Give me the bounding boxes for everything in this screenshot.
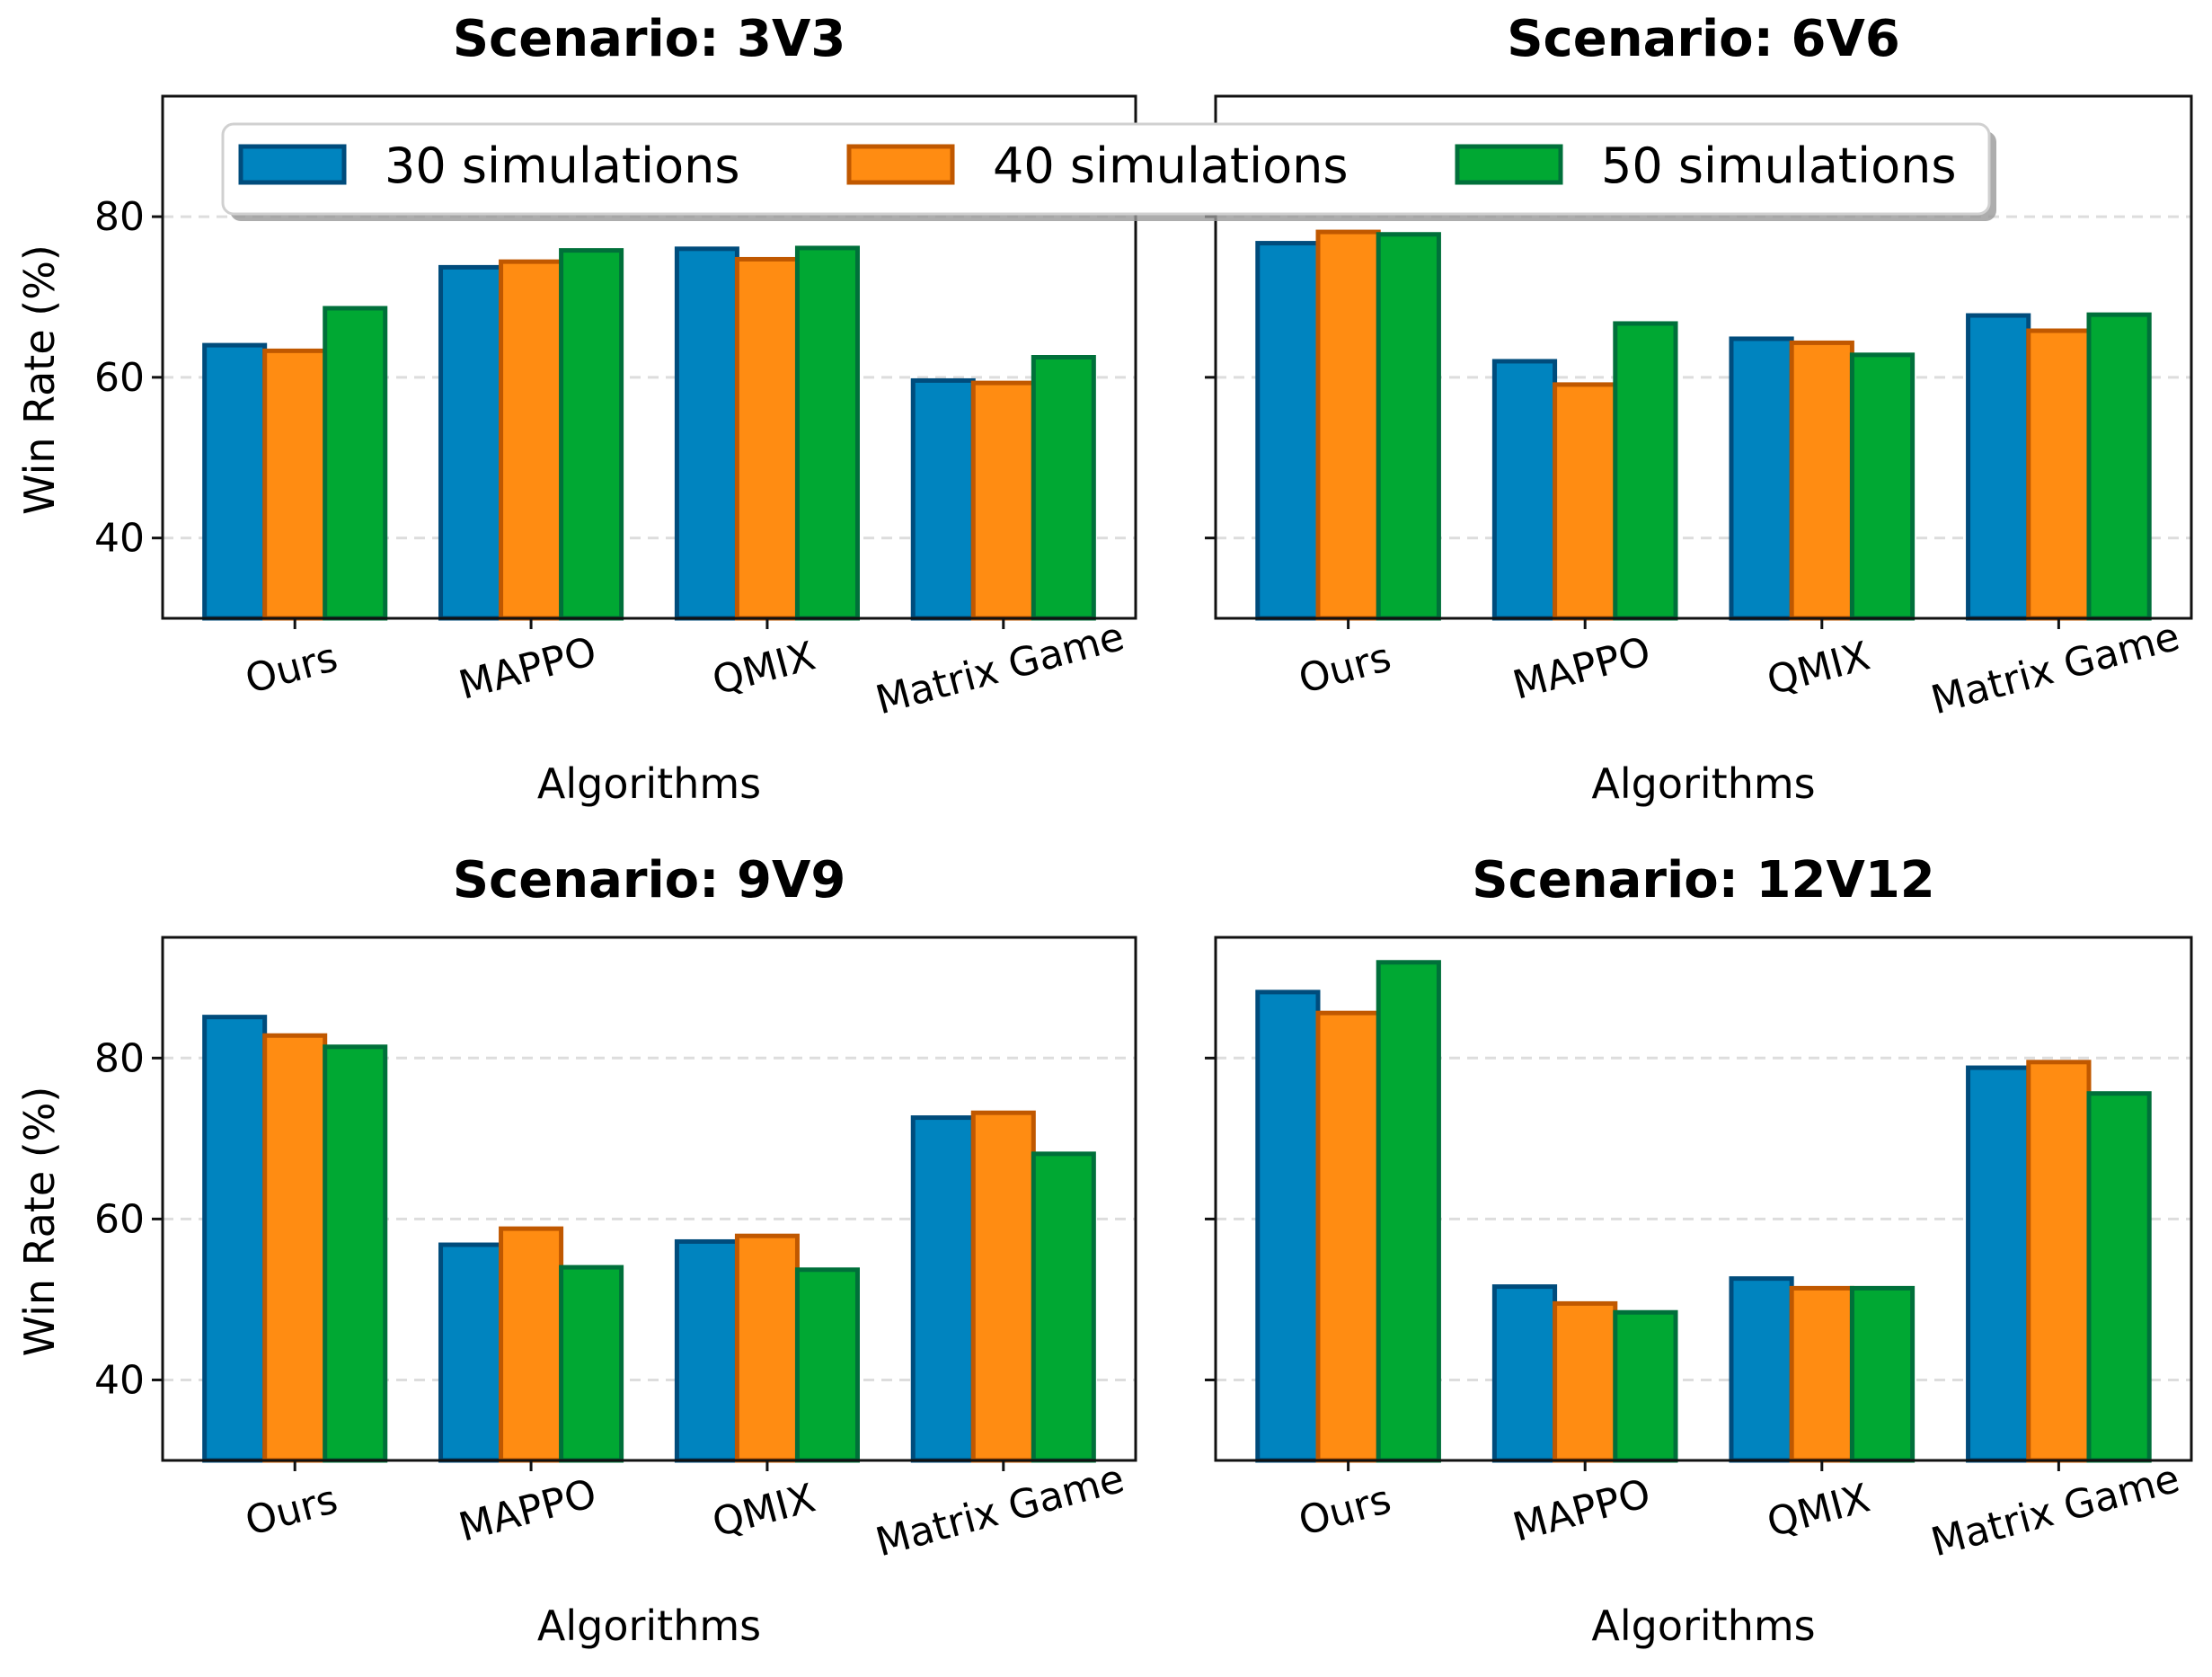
bar-30-simulations-Ours bbox=[1255, 241, 1321, 621]
bar-30-simulations-Ours bbox=[202, 1015, 268, 1463]
subplot-2: Ours MAPPO QMIX Matrix Game Scenario: 6V6 Alg… bbox=[1205, 10, 2193, 808]
bar-30-simulations-MAPPO bbox=[1491, 359, 1558, 621]
x-tick-label: Ours bbox=[1294, 1477, 1395, 1545]
y-tick-label: 40 bbox=[94, 1357, 145, 1403]
bar-40-simulations-MAPPO bbox=[1553, 382, 1618, 621]
bar-50-simulations-Matrix-Game bbox=[2086, 1091, 2152, 1463]
bar-50-simulations-MAPPO bbox=[559, 1264, 624, 1463]
x-tick-label: QMIX bbox=[1763, 1475, 1875, 1546]
legend-label: 40 simulations bbox=[993, 138, 1349, 194]
x-axis-label: Algorithms bbox=[537, 1602, 761, 1650]
bar-50-simulations-QMIX bbox=[1849, 1285, 1916, 1463]
bar-30-simulations-MAPPO bbox=[438, 1242, 504, 1463]
bar-50-simulations-Ours bbox=[323, 1044, 388, 1463]
bar-40-simulations-Ours bbox=[262, 1033, 328, 1463]
y-tick-label: 80 bbox=[94, 1035, 145, 1081]
bar-50-simulations-QMIX bbox=[1849, 352, 1916, 621]
axes-frame bbox=[1214, 94, 2193, 620]
bar-40-simulations-Matrix-Game bbox=[970, 380, 1036, 621]
y-axis-label: Win Rate (%) bbox=[15, 244, 64, 515]
bar-50-simulations-MAPPO bbox=[1613, 1309, 1678, 1463]
axes-frame bbox=[161, 94, 1137, 620]
bar-40-simulations-MAPPO bbox=[499, 1226, 564, 1463]
legend: 30 simulations 40 simulations 50 simulatio… bbox=[221, 122, 1996, 221]
bar-40-simulations-Matrix-Game bbox=[970, 1110, 1036, 1463]
bar-40-simulations-Ours bbox=[1315, 1010, 1381, 1463]
x-tick-label: QMIX bbox=[1763, 633, 1875, 704]
x-tick-label: Ours bbox=[1294, 634, 1395, 703]
x-tick-label: MAPPO bbox=[454, 628, 601, 709]
legend-swatch bbox=[238, 144, 347, 185]
bar-30-simulations-Matrix-Game bbox=[910, 377, 976, 621]
bar-40-simulations-QMIX bbox=[734, 1233, 800, 1463]
subplot-title: Scenario: 6V6 bbox=[1507, 10, 1900, 68]
bar-30-simulations-Matrix-Game bbox=[1966, 1065, 2031, 1463]
bar-30-simulations-Matrix-Game bbox=[1966, 313, 2031, 621]
bar-50-simulations-Matrix-Game bbox=[2086, 312, 2152, 621]
legend-label: 30 simulations bbox=[385, 138, 740, 194]
x-tick-label: Matrix Game bbox=[872, 1456, 1129, 1566]
y-tick-label: 60 bbox=[94, 1196, 145, 1242]
bar-40-simulations-QMIX bbox=[734, 256, 800, 621]
bar-40-simulations-Ours bbox=[262, 348, 328, 621]
x-tick-label: Matrix Game bbox=[1926, 1456, 2184, 1566]
x-tick-label: MAPPO bbox=[454, 1470, 601, 1551]
x-tick-label: Ours bbox=[241, 1477, 342, 1545]
bar-50-simulations-MAPPO bbox=[559, 248, 624, 621]
bar-30-simulations-QMIX bbox=[674, 246, 739, 621]
bar-30-simulations-Ours bbox=[1255, 989, 1321, 1463]
legend-swatch bbox=[846, 144, 955, 185]
bar-50-simulations-MAPPO bbox=[1613, 321, 1678, 621]
subplot-3: 40 60 80 Ours MAPPO QMIX Matrix Game Scenario: … bbox=[15, 851, 1137, 1650]
bar-50-simulations-Ours bbox=[323, 306, 388, 621]
bar-50-simulations-Ours bbox=[1376, 960, 1441, 1463]
x-tick-label: Matrix Game bbox=[1926, 614, 2184, 724]
bar-40-simulations-Matrix-Game bbox=[2026, 328, 2092, 621]
bar-30-simulations-QMIX bbox=[674, 1238, 739, 1463]
bar-40-simulations-MAPPO bbox=[499, 259, 564, 621]
subplot-title: Scenario: 3V3 bbox=[453, 10, 846, 68]
subplot-4: Ours MAPPO QMIX Matrix Game Scenario: 12V12 A… bbox=[1205, 851, 2193, 1650]
x-tick-label: MAPPO bbox=[1509, 628, 1656, 709]
axes-frame bbox=[1214, 936, 2193, 1462]
x-axis-label: Algorithms bbox=[1591, 759, 1815, 808]
bar-30-simulations-QMIX bbox=[1729, 1276, 1794, 1463]
x-tick-label: QMIX bbox=[708, 1475, 820, 1546]
x-axis-label: Algorithms bbox=[1591, 1602, 1815, 1650]
bar-50-simulations-QMIX bbox=[794, 1267, 860, 1463]
x-axis-label: Algorithms bbox=[537, 759, 761, 808]
subplot-title: Scenario: 12V12 bbox=[1472, 851, 1935, 909]
y-tick-label: 40 bbox=[94, 516, 145, 562]
x-tick-label: QMIX bbox=[708, 633, 820, 704]
bar-30-simulations-MAPPO bbox=[1491, 1284, 1558, 1463]
bar-30-simulations-Ours bbox=[202, 342, 268, 621]
bar-40-simulations-QMIX bbox=[1789, 1285, 1854, 1463]
x-tick-label: MAPPO bbox=[1509, 1470, 1656, 1551]
bar-30-simulations-QMIX bbox=[1729, 336, 1794, 621]
y-tick-label: 80 bbox=[94, 194, 145, 240]
bar-50-simulations-Ours bbox=[1376, 232, 1441, 621]
bar-40-simulations-QMIX bbox=[1789, 340, 1854, 621]
bar-40-simulations-Ours bbox=[1315, 229, 1381, 621]
subplot-title: Scenario: 9V9 bbox=[453, 851, 846, 909]
y-axis-label: Win Rate (%) bbox=[15, 1087, 64, 1357]
legend-label: 50 simulations bbox=[1601, 138, 1957, 194]
x-tick-label: Matrix Game bbox=[872, 614, 1129, 724]
bar-30-simulations-MAPPO bbox=[438, 264, 504, 621]
x-tick-label: Ours bbox=[241, 634, 342, 703]
bar-50-simulations-Matrix-Game bbox=[1031, 1151, 1096, 1463]
bar-50-simulations-Matrix-Game bbox=[1031, 355, 1096, 621]
bar-40-simulations-Matrix-Game bbox=[2026, 1060, 2092, 1463]
bar-50-simulations-QMIX bbox=[794, 245, 860, 621]
bar-40-simulations-MAPPO bbox=[1553, 1300, 1618, 1463]
y-tick-label: 60 bbox=[94, 355, 145, 401]
legend-swatch bbox=[1455, 144, 1563, 185]
axes-frame bbox=[161, 936, 1137, 1462]
bar-30-simulations-Matrix-Game bbox=[910, 1115, 976, 1463]
